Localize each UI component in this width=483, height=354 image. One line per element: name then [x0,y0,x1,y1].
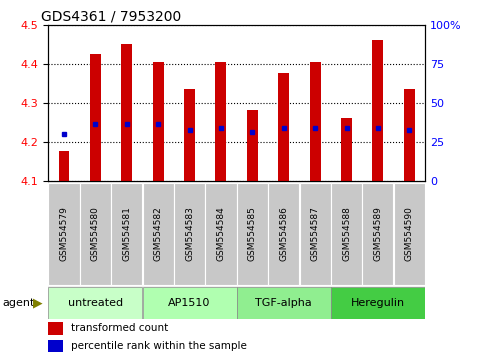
Bar [58,151,70,181]
Bar [215,62,227,181]
Bar [404,89,415,181]
Text: AP1510: AP1510 [169,298,211,308]
Text: GSM554579: GSM554579 [59,206,69,261]
Text: GSM554583: GSM554583 [185,206,194,261]
Text: untreated: untreated [68,298,123,308]
Bar [372,40,384,181]
Bar [362,183,394,285]
Text: GSM554581: GSM554581 [122,206,131,261]
Bar [184,89,195,181]
Text: GDS4361 / 7953200: GDS4361 / 7953200 [41,10,181,24]
Text: GSM554582: GSM554582 [154,206,163,261]
Bar [174,183,205,285]
Text: GSM554588: GSM554588 [342,206,351,261]
Bar [142,287,237,319]
Bar [121,44,132,181]
Text: GSM554586: GSM554586 [279,206,288,261]
Bar [111,183,142,285]
Text: GSM554585: GSM554585 [248,206,257,261]
Bar [237,287,331,319]
Text: GSM554590: GSM554590 [405,206,414,261]
Bar [205,183,237,285]
Bar [153,62,164,181]
Bar [48,340,63,352]
Text: agent: agent [2,298,35,308]
Bar [90,54,101,181]
Bar [48,183,80,285]
Bar [331,287,425,319]
Bar [247,110,258,181]
Text: Heregulin: Heregulin [351,298,405,308]
Text: percentile rank within the sample: percentile rank within the sample [71,341,247,351]
Text: TGF-alpha: TGF-alpha [256,298,312,308]
Bar [237,183,268,285]
Bar [80,183,111,285]
Text: ▶: ▶ [33,296,43,309]
Bar [394,183,425,285]
Text: transformed count: transformed count [71,323,168,333]
Bar [299,183,331,285]
Bar [48,322,63,335]
Bar [310,62,321,181]
Text: GSM554584: GSM554584 [216,206,226,261]
Bar [278,73,289,181]
Text: GSM554580: GSM554580 [91,206,100,261]
Bar [48,287,142,319]
Text: GSM554589: GSM554589 [373,206,383,261]
Bar [331,183,362,285]
Text: GSM554587: GSM554587 [311,206,320,261]
Bar [341,118,352,181]
Bar [142,183,174,285]
Bar [268,183,299,285]
